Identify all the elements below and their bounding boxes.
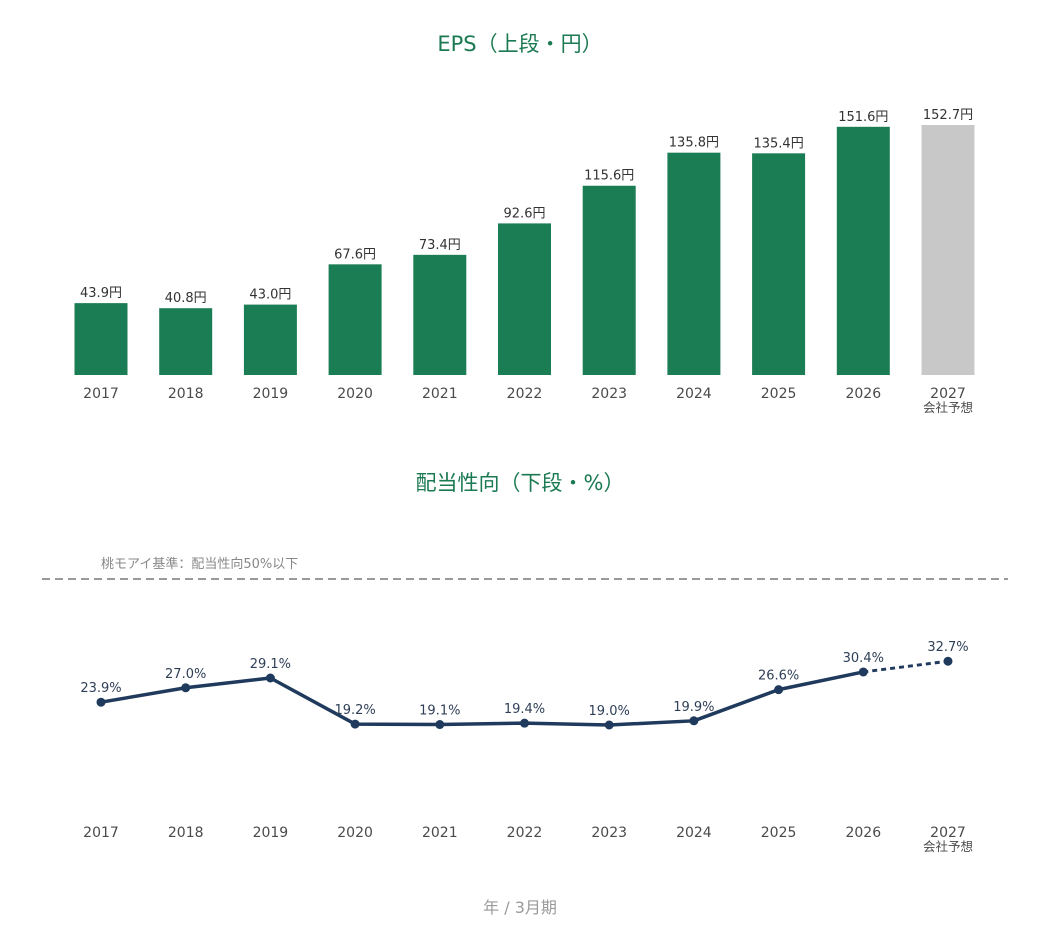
payout-value-label-2024: 19.9% <box>673 700 714 715</box>
payout-point-2022 <box>520 718 529 728</box>
payout-value-label-2025: 26.6% <box>758 669 799 684</box>
eps-x-tick-2027: 2027 <box>930 386 966 402</box>
eps-bar-2026 <box>836 126 890 375</box>
payout-point-2024 <box>689 716 699 726</box>
eps-x-tick-2017: 2017 <box>83 386 119 402</box>
eps-value-label-2022: 92.6円 <box>504 206 546 221</box>
eps-value-label-2021: 73.4円 <box>419 238 461 253</box>
threshold-label: 桃モアイ基準：配当性向50%以下 <box>101 556 298 572</box>
payout-value-label-2027: 32.7% <box>927 640 968 655</box>
payout-x-tick-2021: 2021 <box>422 825 458 841</box>
eps-bar-2018 <box>159 308 213 375</box>
payout-x-tick-2019: 2019 <box>253 825 289 841</box>
eps-bar-2021 <box>413 254 467 375</box>
eps-value-label-2020: 67.6円 <box>334 247 376 262</box>
eps-value-label-2023: 115.6円 <box>584 169 634 184</box>
eps-x-tick-2023: 2023 <box>591 386 627 402</box>
payout-x-tick-2026: 2026 <box>845 825 881 841</box>
eps-x-sublabel-2027: 会社予想 <box>923 400 973 415</box>
payout-x-tick-2025: 2025 <box>761 825 797 841</box>
eps-bar-2027 <box>921 125 975 375</box>
eps-bar-2024 <box>667 152 721 375</box>
eps-x-tick-2019: 2019 <box>253 386 289 402</box>
payout-point-2026 <box>858 667 868 677</box>
eps-bar-2023 <box>582 185 636 375</box>
eps-x-tick-2026: 2026 <box>845 386 881 402</box>
payout-point-2018 <box>181 683 191 693</box>
payout-value-label-2017: 23.9% <box>80 681 121 696</box>
payout-value-label-2022: 19.4% <box>504 702 545 717</box>
payout-x-tick-2020: 2020 <box>337 825 373 841</box>
eps-value-label-2018: 40.8円 <box>165 291 207 306</box>
eps-x-tick-2021: 2021 <box>422 386 458 402</box>
payout-point-2019 <box>265 673 275 683</box>
payout-point-2017 <box>96 697 106 707</box>
payout-point-2023 <box>604 720 614 730</box>
payout-value-label-2018: 27.0% <box>165 667 206 682</box>
payout-x-tick-2027: 2027 <box>930 825 966 841</box>
x-axis-footer-label: 年 / 3月期 <box>483 898 557 917</box>
payout-value-label-2021: 19.1% <box>419 704 460 719</box>
eps-x-tick-2025: 2025 <box>761 386 797 402</box>
eps-chart-title: EPS（上段・円） <box>437 32 602 56</box>
payout-x-tick-2022: 2022 <box>507 825 543 841</box>
eps-bar-2020 <box>328 264 382 375</box>
payout-value-label-2026: 30.4% <box>843 651 884 666</box>
payout-value-label-2019: 29.1% <box>250 657 291 672</box>
payout-point-2025 <box>774 685 784 695</box>
payout-x-tick-2023: 2023 <box>591 825 627 841</box>
eps-bar-group: 43.9円 2017 40.8円 2018 43.0円 2019 67.6円 2020 73.4… <box>74 108 975 415</box>
eps-bar-2025 <box>752 153 806 375</box>
payout-x-sublabel-2027: 会社予想 <box>923 839 973 854</box>
payout-x-tick-2024: 2024 <box>676 825 712 841</box>
payout-point-2021 <box>435 720 445 730</box>
payout-x-tick-2017: 2017 <box>83 825 119 841</box>
eps-value-label-2024: 135.8円 <box>669 136 719 151</box>
eps-bar-2022 <box>498 223 551 375</box>
payout-value-label-2020: 19.2% <box>334 703 375 718</box>
eps-value-label-2025: 135.4円 <box>753 136 803 151</box>
payout-point-2027 <box>943 656 953 666</box>
eps-x-tick-2018: 2018 <box>168 386 204 402</box>
eps-bar-2017 <box>74 303 128 375</box>
payout-chart-title: 配当性向（下段・%） <box>416 471 625 495</box>
payout-line-actual <box>99 670 866 727</box>
eps-x-tick-2020: 2020 <box>337 386 373 402</box>
payout-x-tick-2018: 2018 <box>168 825 204 841</box>
payout-line-group: 23.9% 2017 27.0% 2018 29.1% 2019 19.2% 2020 19.1… <box>80 640 973 854</box>
payout-point-2020 <box>350 719 360 729</box>
eps-x-tick-2022: 2022 <box>507 386 543 402</box>
eps-value-label-2019: 43.0円 <box>249 288 291 303</box>
eps-value-label-2017: 43.9円 <box>80 286 122 301</box>
payout-value-label-2023: 19.0% <box>589 704 630 719</box>
eps-value-label-2027: 152.7円 <box>923 108 973 123</box>
eps-x-tick-2024: 2024 <box>676 386 712 402</box>
eps-value-label-2026: 151.6円 <box>838 110 888 125</box>
eps-bar-2019 <box>243 304 297 375</box>
